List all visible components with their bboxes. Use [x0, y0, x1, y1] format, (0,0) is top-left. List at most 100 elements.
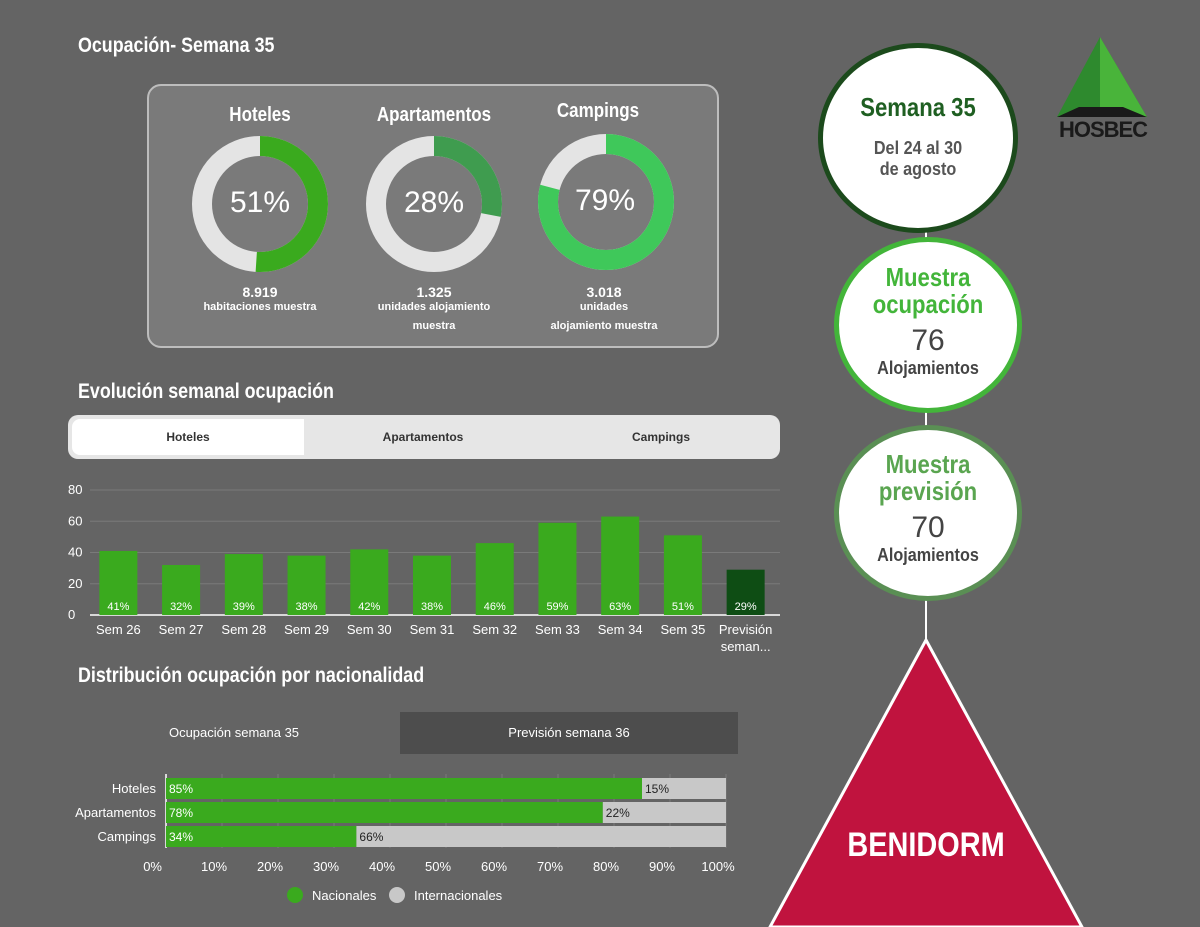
bar[interactable]	[538, 522, 577, 615]
donut-arc-1	[366, 136, 502, 272]
bar[interactable]	[162, 565, 201, 615]
stacked-bar-segment[interactable]	[602, 802, 726, 823]
x-tick-label: Sem 31	[410, 622, 455, 637]
stacked-bar-segment[interactable]	[356, 826, 726, 847]
tab-ocupacion-semana-35[interactable]: Ocupación semana 35	[68, 712, 400, 754]
page-title: Ocupación- Semana 35	[78, 34, 275, 57]
category-label: Campings	[97, 829, 156, 844]
muestra-ocupacion-title2: ocupación	[872, 289, 984, 319]
bar[interactable]	[663, 535, 702, 615]
y-tick-label: 80	[68, 482, 82, 497]
evolucion-tabs: Hoteles Apartamentos Campings	[68, 415, 780, 459]
evolucion-title: Evolución semanal ocupación	[78, 380, 334, 403]
donut-arc-0	[192, 136, 328, 272]
distribucion-tabs: Ocupación semana 35 Previsión semana 36	[68, 712, 738, 754]
x-tick-label: 40%	[369, 859, 395, 874]
tab-prevision-semana-36[interactable]: Previsión semana 36	[508, 725, 630, 740]
donut-title-apartamentos: Apartamentos	[376, 104, 492, 126]
bar-data-label: 42%	[358, 601, 380, 613]
bar[interactable]	[99, 550, 138, 615]
segment-data-label: 34%	[169, 830, 193, 844]
bar[interactable]	[601, 516, 640, 615]
occupancy-donut-panel: Hoteles Apartamentos Campings 51% 28% 79…	[147, 84, 719, 348]
y-tick-label: 40	[68, 545, 82, 560]
semana-circle-line1: Del 24 al 30	[873, 138, 963, 158]
bar[interactable]	[224, 554, 263, 615]
tab-campings[interactable]: Campings	[631, 430, 690, 444]
muestra-ocupacion-unit: Alojamientos	[877, 358, 979, 378]
segment-data-label: 66%	[359, 830, 383, 844]
x-tick-label: Sem 30	[347, 622, 392, 637]
bar-data-label: 51%	[672, 601, 694, 613]
legend-label: Internacionales	[414, 888, 503, 903]
x-tick-label: 100%	[701, 859, 735, 874]
weekly-occupancy-bar-chart: 0 20 40 60 80 41% Sem 26 32% Sem 27 39% Sem 28 38% S…	[68, 482, 780, 654]
donut-sub-hoteles: habitaciones muestra	[203, 301, 317, 313]
segment-data-label: 22%	[606, 806, 630, 820]
muestra-prevision-unit: Alojamientos	[877, 545, 979, 565]
semana-circle-line2: de agosto	[879, 159, 957, 179]
bar[interactable]	[413, 555, 451, 615]
bar-data-label: 32%	[170, 601, 192, 613]
x-tick-label: 0%	[143, 859, 162, 874]
legend-marker	[287, 887, 303, 903]
x-tick-label: Previsión	[719, 622, 772, 637]
tab-hoteles[interactable]: Hoteles	[72, 419, 304, 455]
muestra-prevision-number: 70	[911, 511, 945, 544]
y-tick-label: 60	[68, 513, 82, 528]
x-tick-label: 60%	[481, 859, 507, 874]
hosbec-logo-text: HOSBEC	[1058, 117, 1148, 142]
muestra-prevision-title1: Muestra	[885, 449, 971, 479]
segment-data-label: 85%	[169, 782, 193, 796]
x-tick-label: seman...	[721, 639, 771, 654]
x-tick-label: 50%	[425, 859, 451, 874]
bar[interactable]	[726, 569, 765, 615]
donut-arc-2	[538, 134, 674, 270]
x-tick-label: Sem 34	[598, 622, 643, 637]
bar[interactable]	[475, 543, 514, 615]
bar-data-label: 38%	[421, 601, 443, 613]
x-tick-label: 90%	[649, 859, 675, 874]
semana-circle-title: Semana 35	[860, 92, 976, 122]
bar[interactable]	[350, 549, 389, 615]
donut-percent-hoteles: 51%	[229, 186, 291, 219]
donut-sub-apartamentos-1: unidades alojamiento	[377, 301, 491, 313]
bar-data-label: 38%	[296, 601, 318, 613]
tab-apartamentos[interactable]: Apartamentos	[382, 430, 464, 444]
donut-sub-campings-1: unidades	[579, 301, 629, 313]
benidorm-triangle	[768, 638, 1084, 927]
bar-data-label: 63%	[609, 601, 631, 613]
muestra-prevision-title2: previsión	[878, 476, 978, 506]
donut-number-hoteles: 8.919	[242, 284, 278, 300]
segment-data-label: 15%	[645, 782, 669, 796]
bar-data-label: 59%	[546, 601, 568, 613]
stacked-bar-segment[interactable]	[166, 826, 357, 847]
donut-percent-campings: 79%	[574, 184, 636, 217]
stacked-bar-segment[interactable]	[166, 778, 642, 799]
donut-charts	[192, 134, 674, 272]
muestra-ocupacion-number: 76	[911, 324, 945, 357]
muestra-ocupacion-title1: Muestra	[885, 262, 971, 292]
donut-sub-apartamentos-2: muestra	[412, 320, 456, 332]
x-tick-label: Sem 33	[535, 622, 580, 637]
donut-number-apartamentos: 1.325	[416, 284, 452, 300]
stacked-bar-segment[interactable]	[642, 778, 726, 799]
x-tick-label: 80%	[593, 859, 619, 874]
bar[interactable]	[287, 555, 326, 615]
distribucion-title: Distribución ocupación por nacionalidad	[78, 664, 425, 687]
segment-data-label: 78%	[169, 806, 193, 820]
x-tick-label: Sem 28	[221, 622, 266, 637]
bar-data-label: 29%	[735, 601, 757, 613]
legend-marker	[389, 887, 405, 903]
stacked-bar-segment[interactable]	[166, 802, 603, 823]
bar-data-label: 39%	[233, 601, 255, 613]
x-tick-label: Sem 26	[96, 622, 141, 637]
muestra-prevision-circle	[834, 425, 1022, 601]
donut-title-campings: Campings	[556, 100, 640, 122]
y-tick-label: 0	[68, 607, 75, 622]
x-tick-label: Sem 35	[661, 622, 706, 637]
category-label: Hoteles	[112, 781, 157, 796]
bar-data-label: 41%	[107, 601, 129, 613]
x-tick-label: Sem 29	[284, 622, 329, 637]
x-tick-label: 20%	[257, 859, 283, 874]
